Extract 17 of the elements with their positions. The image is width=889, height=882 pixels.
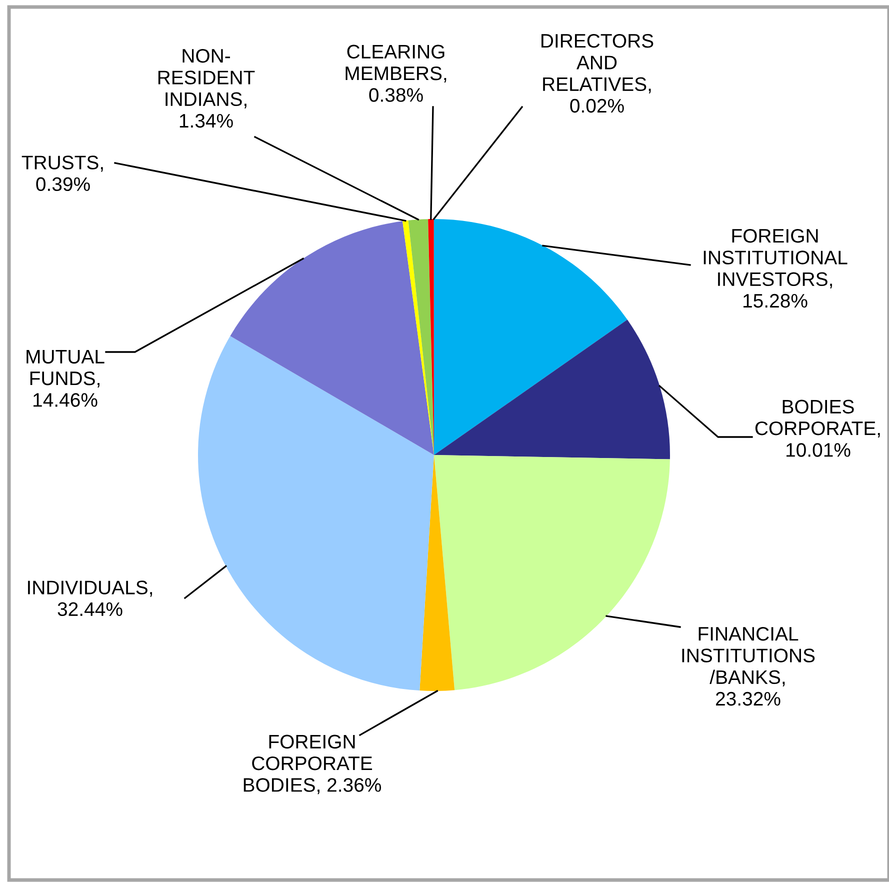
slice-label: INDIVIDUALS, 32.44% — [28, 580, 152, 616]
slice-label: DIRECTORS AND RELATIVES, 0.02% — [542, 34, 654, 113]
slice-label: FOREIGN INSTITUTIONAL INVESTORS, 15.28% — [704, 228, 848, 308]
pie-slice — [434, 455, 670, 690]
pie-slice — [230, 221, 434, 455]
slice-label: MUTUAL FUNDS, 14.46% — [26, 350, 104, 407]
slice-label: NON- RESIDENT INDIANS, 1.34% — [158, 48, 255, 128]
pie-slice — [408, 219, 434, 455]
pie-slice — [434, 219, 628, 455]
pie-slice — [198, 336, 434, 691]
slice-label: TRUSTS, 0.39% — [22, 156, 103, 192]
slice-label: FOREIGN CORPORATE BODIES, 2.36% — [244, 734, 382, 794]
slice-label: FINANCIAL INSTITUTIONS /BANKS, 23.32% — [682, 626, 815, 706]
slice-label: BODIES CORPORATE, 10.01% — [755, 400, 880, 457]
pie-slice — [434, 320, 670, 460]
pie-slice — [420, 455, 455, 691]
slice-label: CLEARING MEMBERS, 0.38% — [346, 44, 446, 102]
